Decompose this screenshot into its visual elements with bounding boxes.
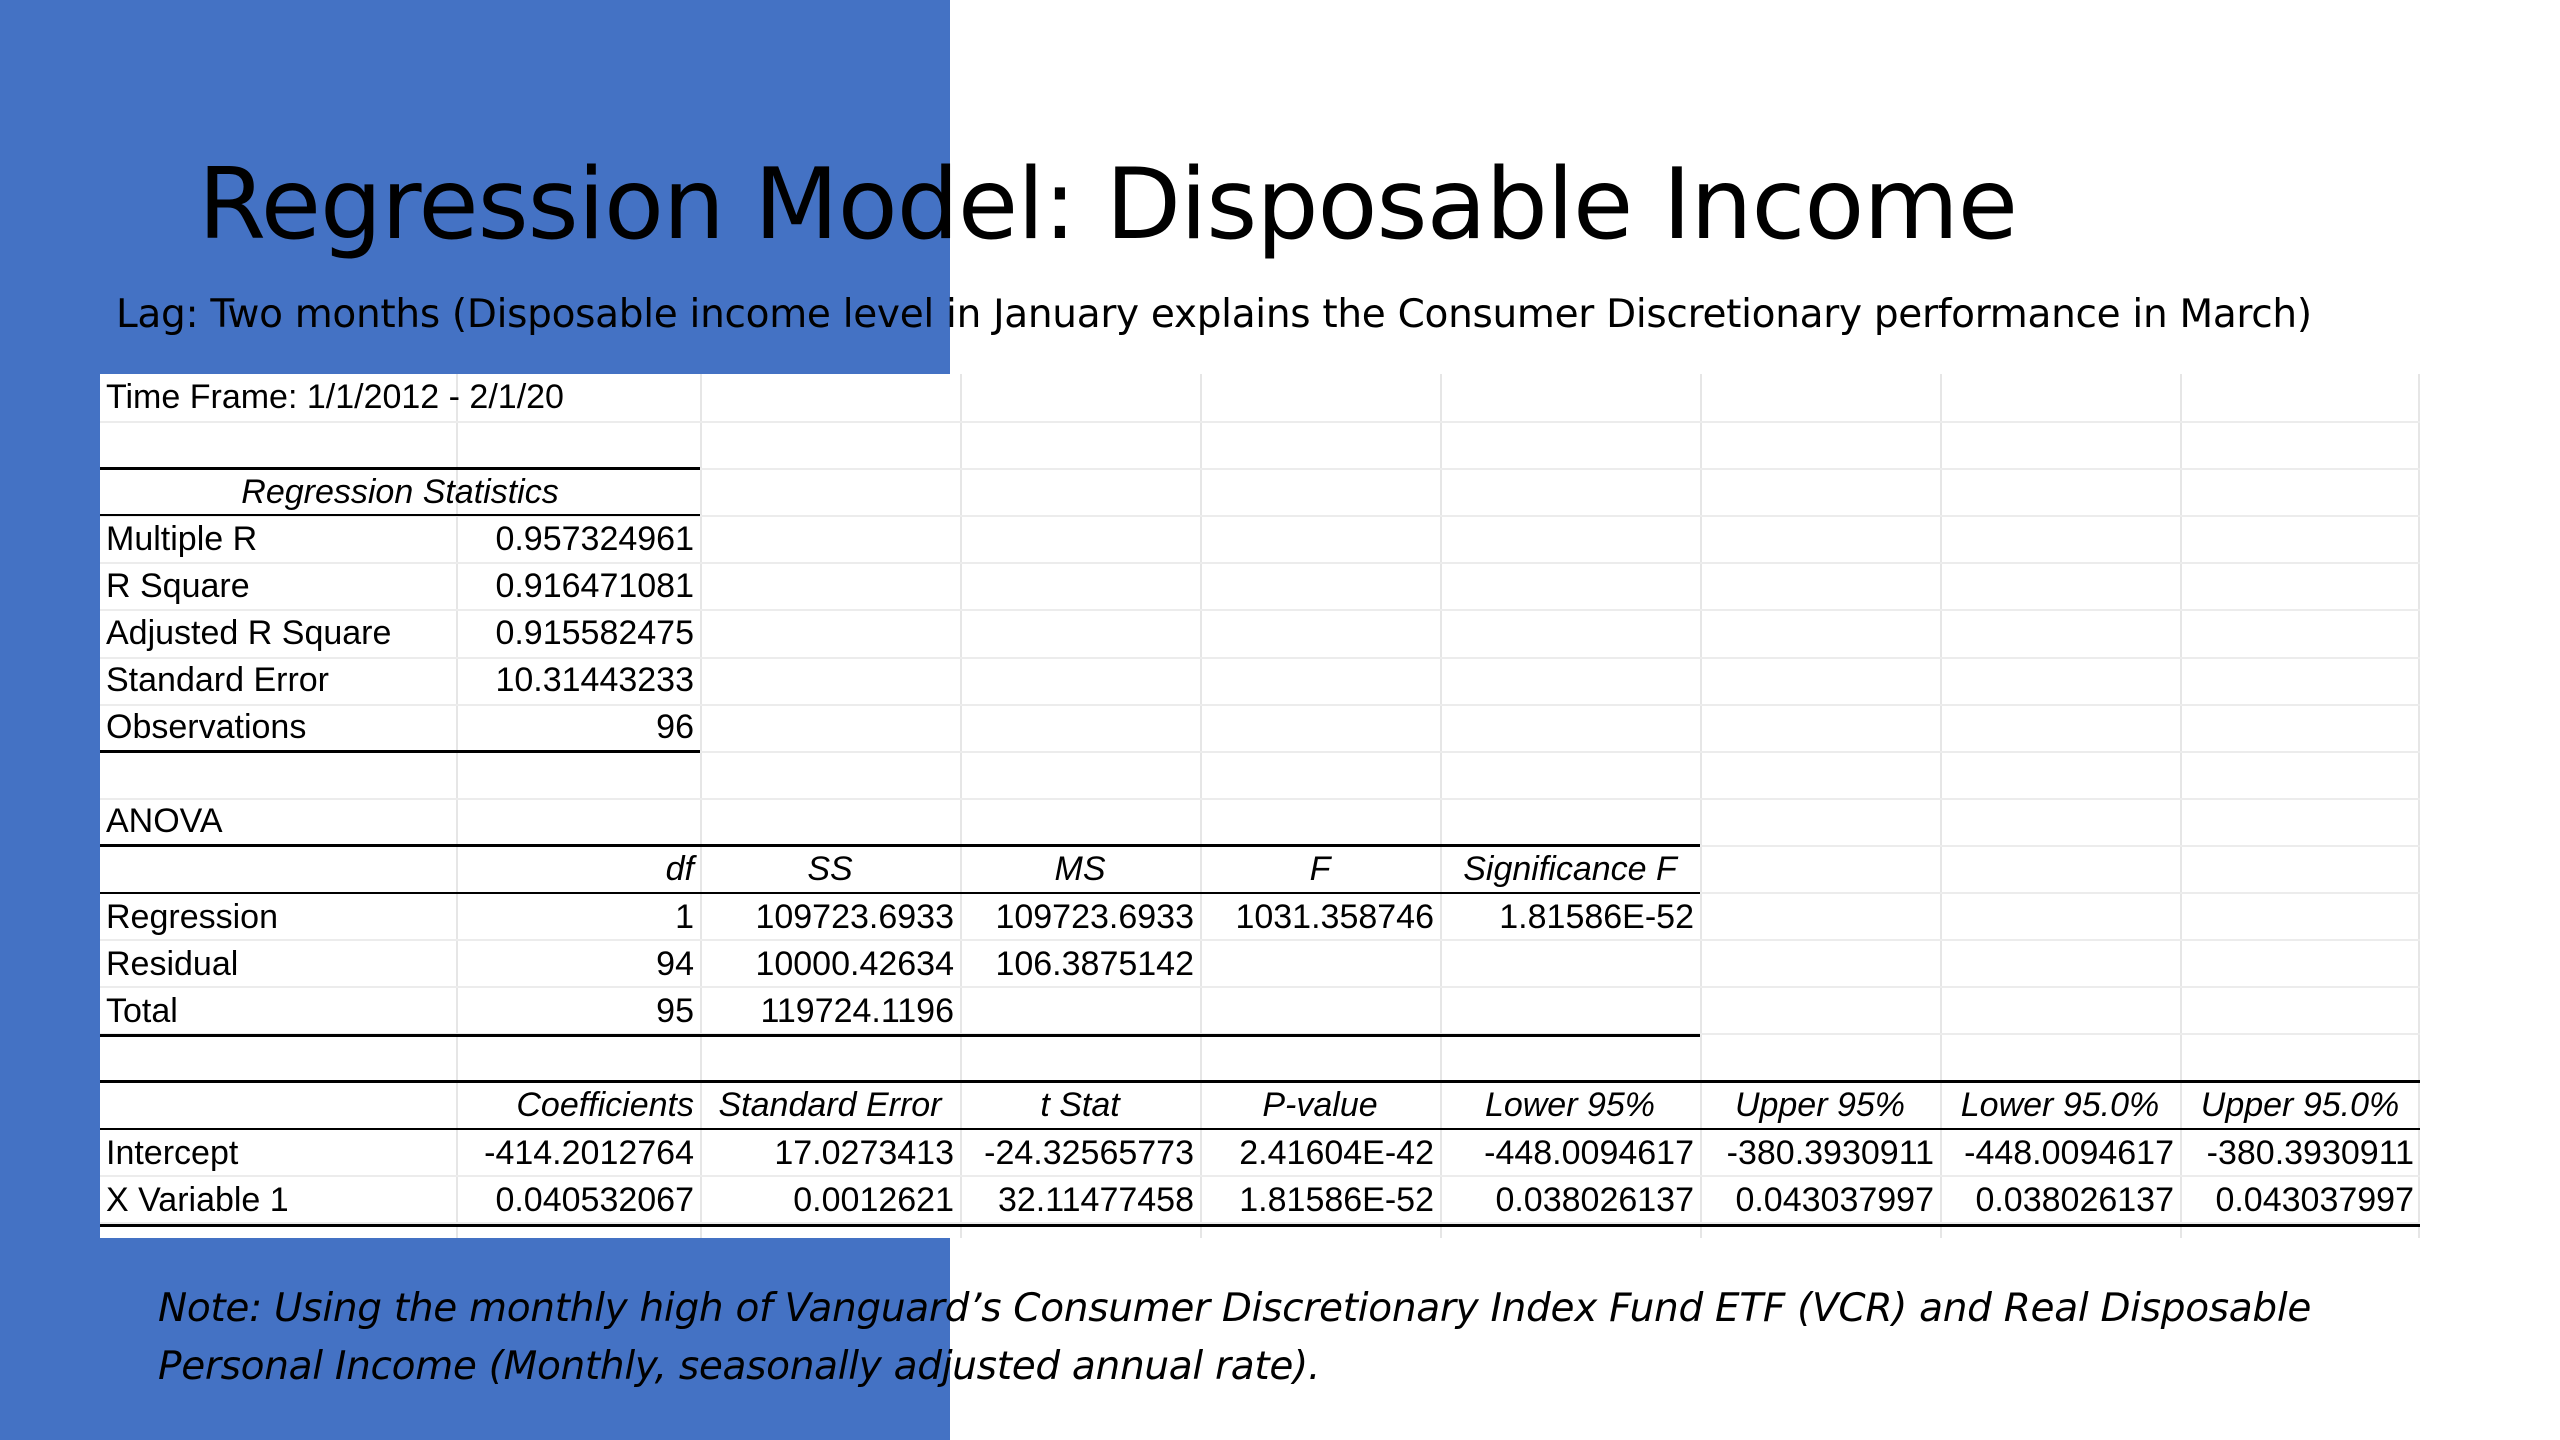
footnote-line-1: Note: Using the monthly high of Vanguard…: [158, 1286, 2312, 1331]
gridline-horizontal: [100, 609, 2420, 611]
regression-output-sheet: Time Frame: 1/1/2012 - 2/1/20 Regression…: [100, 374, 2420, 1238]
coef-header-upper-95: Upper 95%: [1734, 1086, 1906, 1124]
anova-cell: 109723.6933: [755, 898, 954, 936]
gridline-vertical: [960, 374, 962, 1238]
coef-header-p-value: P-value: [1262, 1086, 1378, 1124]
gridline-vertical: [1440, 374, 1442, 1238]
anova-header-ss: SS: [807, 850, 853, 888]
coef-cell: 0.038026137: [1495, 1181, 1694, 1219]
stats-top-border: [100, 467, 700, 470]
stat-label-r-square: R Square: [106, 567, 250, 605]
coef-header-t-stat: t Stat: [1040, 1086, 1120, 1124]
gridline-vertical: [2180, 374, 2182, 1238]
coef-cell: -448.0094617: [1484, 1134, 1694, 1172]
anova-cell: 106.3875142: [995, 945, 1194, 983]
gridline-vertical: [1700, 374, 1702, 1238]
anova-cell: 1031.358746: [1235, 898, 1434, 936]
coef-header-lower-95: Lower 95%: [1484, 1086, 1656, 1124]
anova-bottom-border: [100, 1034, 1700, 1037]
coef-cell: 0.043037997: [1735, 1181, 1934, 1219]
footnote-line-2: Personal Income (Monthly, seasonally adj…: [158, 1344, 1321, 1389]
coef-cell: 0.043037997: [2215, 1181, 2414, 1219]
anova-row-label: Total: [106, 992, 178, 1030]
coef-cell: 2.41604E-42: [1239, 1134, 1434, 1172]
time-frame-label: Time Frame: 1/1/2012 - 2/1/20: [106, 378, 564, 416]
anova-cell: 1: [675, 898, 694, 936]
gridline-horizontal: [100, 939, 2420, 941]
stat-value-standard-error: 10.31443233: [495, 661, 694, 699]
gridline-vertical: [1200, 374, 1202, 1238]
coef-cell: 17.0273413: [774, 1134, 954, 1172]
anova-cell: 1.81586E-52: [1499, 898, 1694, 936]
slide-title: Regression Model: Disposable Income: [198, 148, 2018, 262]
stat-value-observations: 96: [656, 708, 694, 746]
stats-bottom-border: [100, 750, 700, 753]
coef-cell: 0.038026137: [1975, 1181, 2174, 1219]
anova-header-f: F: [1309, 850, 1331, 888]
stat-label-multiple-r: Multiple R: [106, 520, 258, 558]
gridline-horizontal: [100, 1222, 2420, 1224]
coef-bottom-border: [100, 1224, 2420, 1227]
stat-label-adjusted-r-square: Adjusted R Square: [106, 614, 392, 652]
coef-cell: 0.040532067: [495, 1181, 694, 1219]
coef-header-standard-error: Standard Error: [718, 1086, 942, 1124]
stat-label-observations: Observations: [106, 708, 307, 746]
coef-cell: 1.81586E-52: [1239, 1181, 1434, 1219]
coef-cell: -24.32565773: [984, 1134, 1194, 1172]
gridline-vertical: [2418, 374, 2420, 1238]
gridline-horizontal: [100, 986, 2420, 988]
slide-subtitle: Lag: Two months (Disposable income level…: [116, 292, 2312, 337]
gridline-horizontal: [100, 1175, 2420, 1177]
gridline-horizontal: [100, 421, 2420, 423]
gridline-horizontal: [100, 704, 2420, 706]
anova-cell: 119724.1196: [760, 992, 955, 1030]
coef-header-lower-95-0: Lower 95.0%: [1960, 1086, 2160, 1124]
anova-header-significance-f: Significance F: [1463, 850, 1677, 888]
coef-top-border: [100, 1080, 2420, 1083]
gridline-vertical: [700, 374, 702, 1238]
coef-header-upper-95-0: Upper 95.0%: [2200, 1086, 2400, 1124]
anova-top-border: [100, 844, 1700, 847]
gridline-horizontal: [100, 798, 2420, 800]
stat-label-standard-error: Standard Error: [106, 661, 329, 699]
coef-row-label: X Variable 1: [106, 1181, 289, 1219]
anova-row-label: Regression: [106, 898, 278, 936]
anova-row-label: Residual: [106, 945, 239, 983]
gridline-vertical: [456, 374, 458, 1238]
regression-statistics-header: Regression Statistics: [241, 473, 559, 511]
anova-label: ANOVA: [106, 802, 223, 840]
coef-cell: 0.0012621: [793, 1181, 954, 1219]
coef-cell: -414.2012764: [484, 1134, 694, 1172]
anova-header-ms: MS: [1054, 850, 1106, 888]
stats-header-border: [100, 514, 700, 516]
anova-cell: 109723.6933: [995, 898, 1194, 936]
coef-cell: -380.3930911: [2206, 1134, 2414, 1172]
stat-value-multiple-r: 0.957324961: [495, 520, 694, 558]
gridline-horizontal: [100, 515, 2420, 517]
anova-cell: 95: [656, 992, 694, 1030]
coef-header-border: [100, 1128, 2420, 1130]
stat-value-adjusted-r-square: 0.915582475: [495, 614, 694, 652]
anova-header-df: df: [665, 850, 694, 888]
anova-cell: 94: [656, 945, 694, 983]
footnote: Note: Using the monthly high of Vanguard…: [158, 1280, 2311, 1396]
gridline-horizontal: [100, 751, 2420, 753]
gridline-vertical: [1940, 374, 1942, 1238]
anova-cell: 10000.42634: [755, 945, 954, 983]
coef-row-label: Intercept: [106, 1134, 239, 1172]
coef-cell: 32.11477458: [997, 1181, 1194, 1219]
coef-header-coefficients: Coefficients: [516, 1086, 694, 1124]
coef-cell: -448.0094617: [1964, 1134, 2174, 1172]
gridline-horizontal: [100, 562, 2420, 564]
coef-cell: -380.3930911: [1726, 1134, 1934, 1172]
gridline-horizontal: [100, 657, 2420, 659]
stat-value-r-square: 0.916471081: [495, 567, 694, 605]
anova-header-border: [100, 892, 1700, 894]
gridline-horizontal: [100, 468, 2420, 470]
